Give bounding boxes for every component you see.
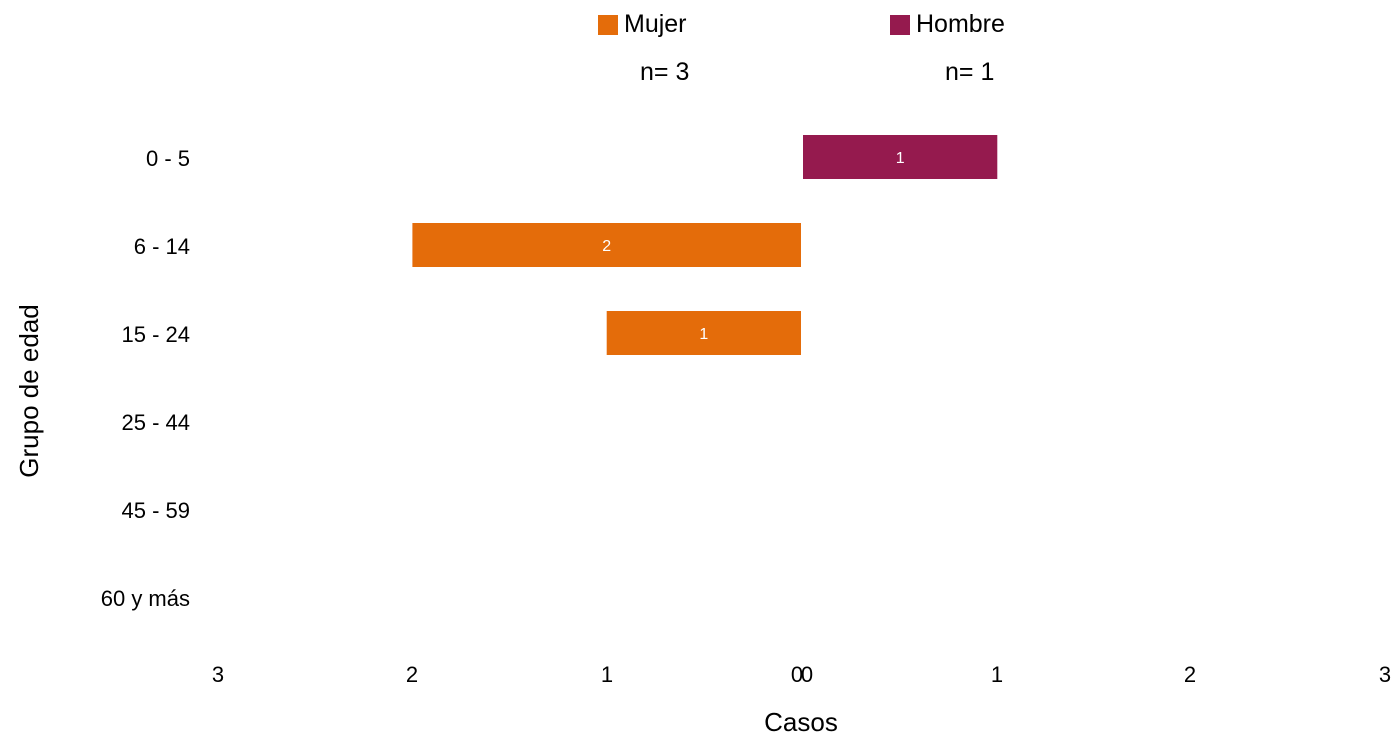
x-axis-title: Casos	[764, 707, 838, 735]
x-tick-label: 2	[1184, 662, 1196, 687]
y-axis-title: Grupo de edad	[14, 304, 44, 477]
category-label: 15 - 24	[122, 322, 191, 347]
x-tick-label: 0	[791, 662, 803, 687]
category-label: 25 - 44	[122, 410, 191, 435]
category-label: 45 - 59	[122, 498, 191, 523]
legend-swatch-hombre	[890, 14, 910, 35]
data-label: 1	[699, 326, 708, 343]
category-label: 60 y más	[101, 586, 190, 611]
legend-n-hombre: n= 1	[945, 58, 995, 86]
x-tick-label: 3	[212, 662, 224, 687]
x-tick-label: 1	[991, 662, 1003, 687]
bar-mujer	[606, 311, 801, 355]
data-label: 1	[896, 150, 905, 167]
legend-swatch-mujer	[598, 14, 618, 35]
x-tick-label: 3	[1379, 662, 1391, 687]
data-label: 2	[602, 238, 611, 255]
legend-n-mujer: n= 3	[640, 58, 690, 86]
legend-item-mujer: Mujer	[598, 10, 687, 39]
bar-hombre	[803, 135, 998, 179]
legend-label-hombre: Hombre	[916, 10, 1005, 38]
legend-label-mujer: Mujer	[624, 10, 687, 38]
x-tick-label: 0	[801, 662, 813, 687]
category-label: 0 - 5	[146, 146, 190, 171]
bar-mujer	[412, 223, 801, 267]
legend-item-hombre: Hombre	[890, 10, 1005, 39]
x-tick-label: 1	[601, 662, 613, 687]
category-label: 6 - 14	[134, 234, 190, 259]
x-tick-label: 2	[406, 662, 418, 687]
